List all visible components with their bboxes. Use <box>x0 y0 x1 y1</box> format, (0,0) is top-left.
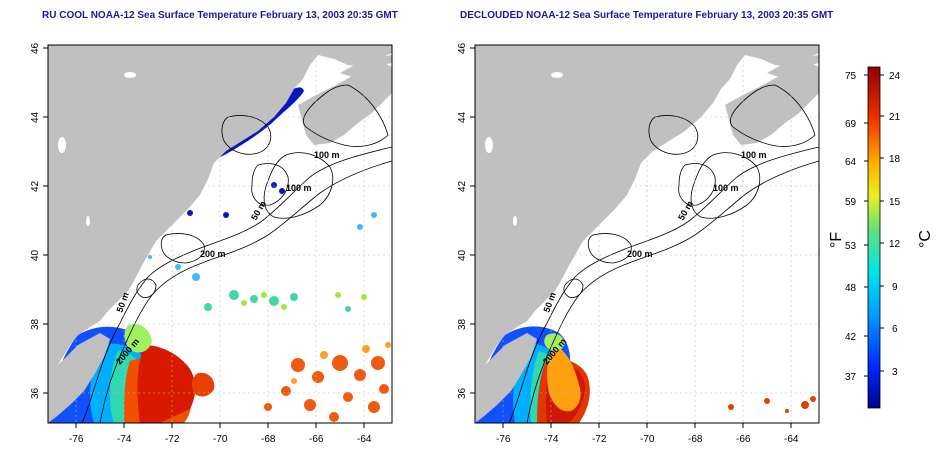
right-panel-title: DECLOUDED NOAA-12 Sea Surface Temperatur… <box>460 10 834 21</box>
y-tick-label: 40 <box>30 249 41 261</box>
left-x-axis: -76 -74 -72 -70 -68 -66 -64 <box>69 423 372 445</box>
x-tick-label: -64 <box>357 434 372 445</box>
fahrenheit-tick: 37 <box>845 372 857 383</box>
y-tick-label: 46 <box>457 42 468 54</box>
y-tick-label: 40 <box>457 249 468 261</box>
fahrenheit-tick: 64 <box>845 157 857 168</box>
left-y-axis: 36 38 40 42 44 46 <box>30 42 48 399</box>
x-tick-label: -66 <box>736 434 751 445</box>
x-tick-label: -76 <box>496 434 511 445</box>
right-map-panel: 100 m 100 m 50 m 200 m 50 m 2000 m <box>474 44 820 424</box>
fahrenheit-tick: 75 <box>845 71 857 82</box>
celsius-tick: 24 <box>889 71 901 82</box>
y-tick-label: 44 <box>30 111 41 123</box>
y-tick-label: 38 <box>30 318 41 330</box>
contour-label: 200 m <box>627 249 653 259</box>
celsius-tick: 18 <box>889 154 901 165</box>
contour-label: 100 m <box>741 150 767 160</box>
colorbar-gradient <box>867 66 881 409</box>
celsius-label: °C <box>917 230 934 248</box>
fahrenheit-label: °F <box>828 232 845 248</box>
celsius-tick: 12 <box>889 239 901 250</box>
right-y-axis: 36 38 40 42 44 46 <box>457 42 475 399</box>
x-tick-label: -68 <box>688 434 703 445</box>
contour-label: 100 m <box>286 183 312 193</box>
right-grid <box>475 45 819 423</box>
y-tick-label: 38 <box>457 318 468 330</box>
contour-label: 100 m <box>713 183 739 193</box>
y-tick-label: 42 <box>30 180 41 192</box>
y-tick-label: 42 <box>457 180 468 192</box>
x-tick-label: -70 <box>640 434 655 445</box>
x-tick-label: -66 <box>309 434 324 445</box>
fahrenheit-tick: 59 <box>845 197 857 208</box>
fahrenheit-tick: 53 <box>845 241 857 252</box>
x-tick-label: -72 <box>592 434 607 445</box>
celsius-tick: 21 <box>889 112 901 123</box>
x-tick-label: -68 <box>261 434 276 445</box>
x-tick-label: -74 <box>117 434 132 445</box>
celsius-tick: 15 <box>889 197 901 208</box>
x-tick-label: -70 <box>213 434 228 445</box>
y-tick-label: 36 <box>457 387 468 399</box>
left-map-panel: 100 m 100 m 50 m 200 m 50 m 2000 m <box>47 44 393 424</box>
right-x-axis: -76 -74 -72 -70 -68 -66 -64 <box>496 423 799 445</box>
colorbar: 75 69 64 59 53 48 42 37 24 21 18 15 12 9… <box>828 66 934 409</box>
contour-label: 100 m <box>314 150 340 160</box>
y-tick-label: 46 <box>30 42 41 54</box>
celsius-tick: 6 <box>892 324 898 335</box>
x-tick-label: -64 <box>784 434 799 445</box>
left-grid <box>48 45 392 423</box>
contour-label: 200 m <box>200 249 226 259</box>
fahrenheit-tick: 48 <box>845 283 857 294</box>
fahrenheit-tick: 69 <box>845 119 857 130</box>
celsius-tick: 3 <box>892 367 898 378</box>
left-panel-title: RU COOL NOAA-12 Sea Surface Temperature … <box>42 10 398 21</box>
x-tick-label: -72 <box>165 434 180 445</box>
y-tick-label: 44 <box>457 111 468 123</box>
y-tick-label: 36 <box>30 387 41 399</box>
celsius-tick: 9 <box>892 282 898 293</box>
fahrenheit-tick: 42 <box>845 332 857 343</box>
x-tick-label: -74 <box>544 434 559 445</box>
x-tick-label: -76 <box>69 434 84 445</box>
